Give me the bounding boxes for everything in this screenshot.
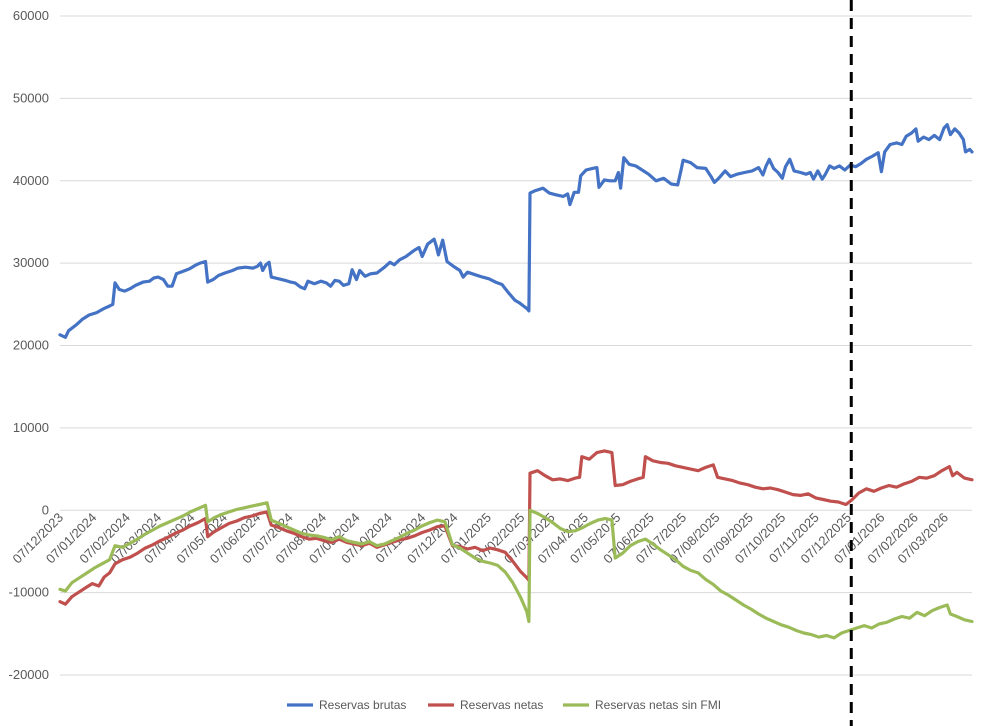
legend: Reservas brutas Reservas netas Reservas ne… xyxy=(287,698,721,712)
y-tick-label: 40000 xyxy=(13,173,49,188)
legend-label-1: Reservas brutas xyxy=(319,698,406,712)
y-tick-label: 20000 xyxy=(13,338,49,353)
y-axis-ticks: -20000 -10000 0 10000 20000 30000 40000 50000 60… xyxy=(9,8,49,682)
gridlines xyxy=(60,15,972,676)
y-tick-label: -20000 xyxy=(9,667,49,682)
y-tick-label: -10000 xyxy=(9,585,49,600)
y-tick-label: 0 xyxy=(42,502,49,517)
legend-label-2: Reservas netas xyxy=(460,698,543,712)
series-line-2 xyxy=(58,449,974,606)
y-tick-label: 60000 xyxy=(13,8,49,23)
y-tick-label: 50000 xyxy=(13,90,49,105)
series-line-1 xyxy=(58,123,974,339)
x-axis-ticks: 07/12/202307/01/202407/02/202407/03/2024… xyxy=(9,510,951,567)
series-lines xyxy=(58,123,974,640)
legend-label-3: Reservas netas sin FMI xyxy=(595,698,721,712)
y-tick-label: 10000 xyxy=(13,420,49,435)
series-line-3 xyxy=(58,501,974,640)
y-tick-label: 30000 xyxy=(13,255,49,270)
